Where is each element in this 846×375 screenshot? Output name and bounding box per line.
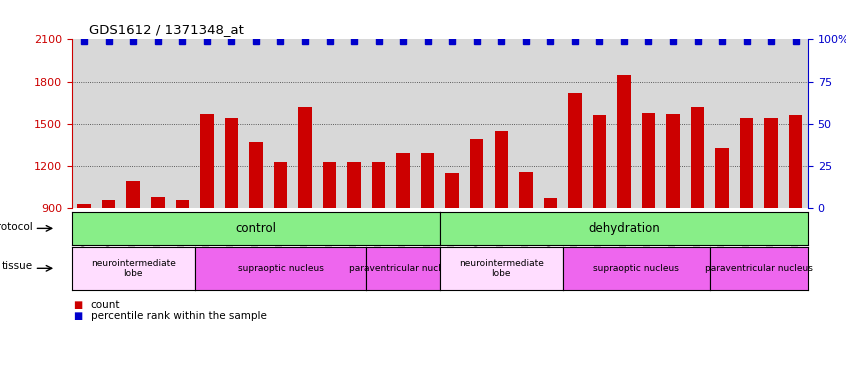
Bar xyxy=(421,153,434,334)
Bar xyxy=(618,75,630,334)
Bar xyxy=(274,162,287,334)
Bar xyxy=(514,39,538,208)
Bar xyxy=(195,39,219,208)
Bar xyxy=(176,200,189,334)
Bar xyxy=(397,153,409,334)
Text: dehydration: dehydration xyxy=(588,222,660,235)
Bar xyxy=(740,118,753,334)
Bar xyxy=(219,39,244,208)
Bar xyxy=(102,200,115,334)
Bar xyxy=(96,39,121,208)
Bar xyxy=(293,39,317,208)
Bar xyxy=(538,39,563,208)
Bar xyxy=(146,39,170,208)
Text: supraoptic nucleus: supraoptic nucleus xyxy=(593,264,679,273)
Bar xyxy=(151,197,164,334)
Bar xyxy=(489,39,514,208)
Bar xyxy=(244,39,268,208)
Bar xyxy=(170,39,195,208)
Bar xyxy=(563,39,587,208)
Bar xyxy=(464,39,489,208)
Bar xyxy=(372,162,385,334)
Bar xyxy=(642,112,655,334)
Bar xyxy=(470,139,483,334)
Bar xyxy=(593,116,606,334)
Bar xyxy=(569,93,581,334)
Text: count: count xyxy=(91,300,120,310)
Bar xyxy=(789,116,802,334)
Bar xyxy=(734,39,759,208)
Bar xyxy=(317,39,342,208)
Bar xyxy=(72,39,96,208)
Bar xyxy=(587,39,612,208)
Bar xyxy=(323,162,336,334)
Bar xyxy=(765,118,777,334)
Bar xyxy=(121,39,146,208)
Bar xyxy=(391,39,415,208)
Bar xyxy=(685,39,710,208)
Bar xyxy=(440,39,464,208)
Bar xyxy=(366,39,391,208)
Text: control: control xyxy=(235,222,277,235)
Text: protocol: protocol xyxy=(0,222,32,232)
Bar xyxy=(225,118,238,334)
Bar xyxy=(201,114,213,334)
Bar xyxy=(342,39,366,208)
Text: paraventricular nucleus: paraventricular nucleus xyxy=(349,264,457,273)
Bar xyxy=(710,39,734,208)
Bar xyxy=(348,162,360,334)
Bar xyxy=(759,39,783,208)
Text: neurointermediate
lobe: neurointermediate lobe xyxy=(459,259,544,278)
Bar xyxy=(783,39,808,208)
Bar xyxy=(495,131,508,334)
Bar xyxy=(127,182,140,334)
Text: ■: ■ xyxy=(74,300,83,310)
Bar xyxy=(691,107,704,334)
Text: percentile rank within the sample: percentile rank within the sample xyxy=(91,311,266,321)
Text: tissue: tissue xyxy=(1,261,32,271)
Bar xyxy=(544,198,557,334)
Text: supraoptic nucleus: supraoptic nucleus xyxy=(238,264,323,273)
Bar xyxy=(519,172,532,334)
Bar xyxy=(446,173,459,334)
Bar xyxy=(78,204,91,334)
Bar xyxy=(716,148,728,334)
Text: GDS1612 / 1371348_at: GDS1612 / 1371348_at xyxy=(89,22,244,36)
Text: paraventricular nucleus: paraventricular nucleus xyxy=(705,264,813,273)
Bar xyxy=(268,39,293,208)
Bar xyxy=(415,39,440,208)
Bar xyxy=(636,39,661,208)
Bar xyxy=(250,142,262,334)
Bar xyxy=(299,107,311,334)
Bar xyxy=(667,114,679,334)
Text: neurointermediate
lobe: neurointermediate lobe xyxy=(91,259,176,278)
Text: ■: ■ xyxy=(74,311,83,321)
Bar xyxy=(661,39,685,208)
Bar xyxy=(612,39,636,208)
